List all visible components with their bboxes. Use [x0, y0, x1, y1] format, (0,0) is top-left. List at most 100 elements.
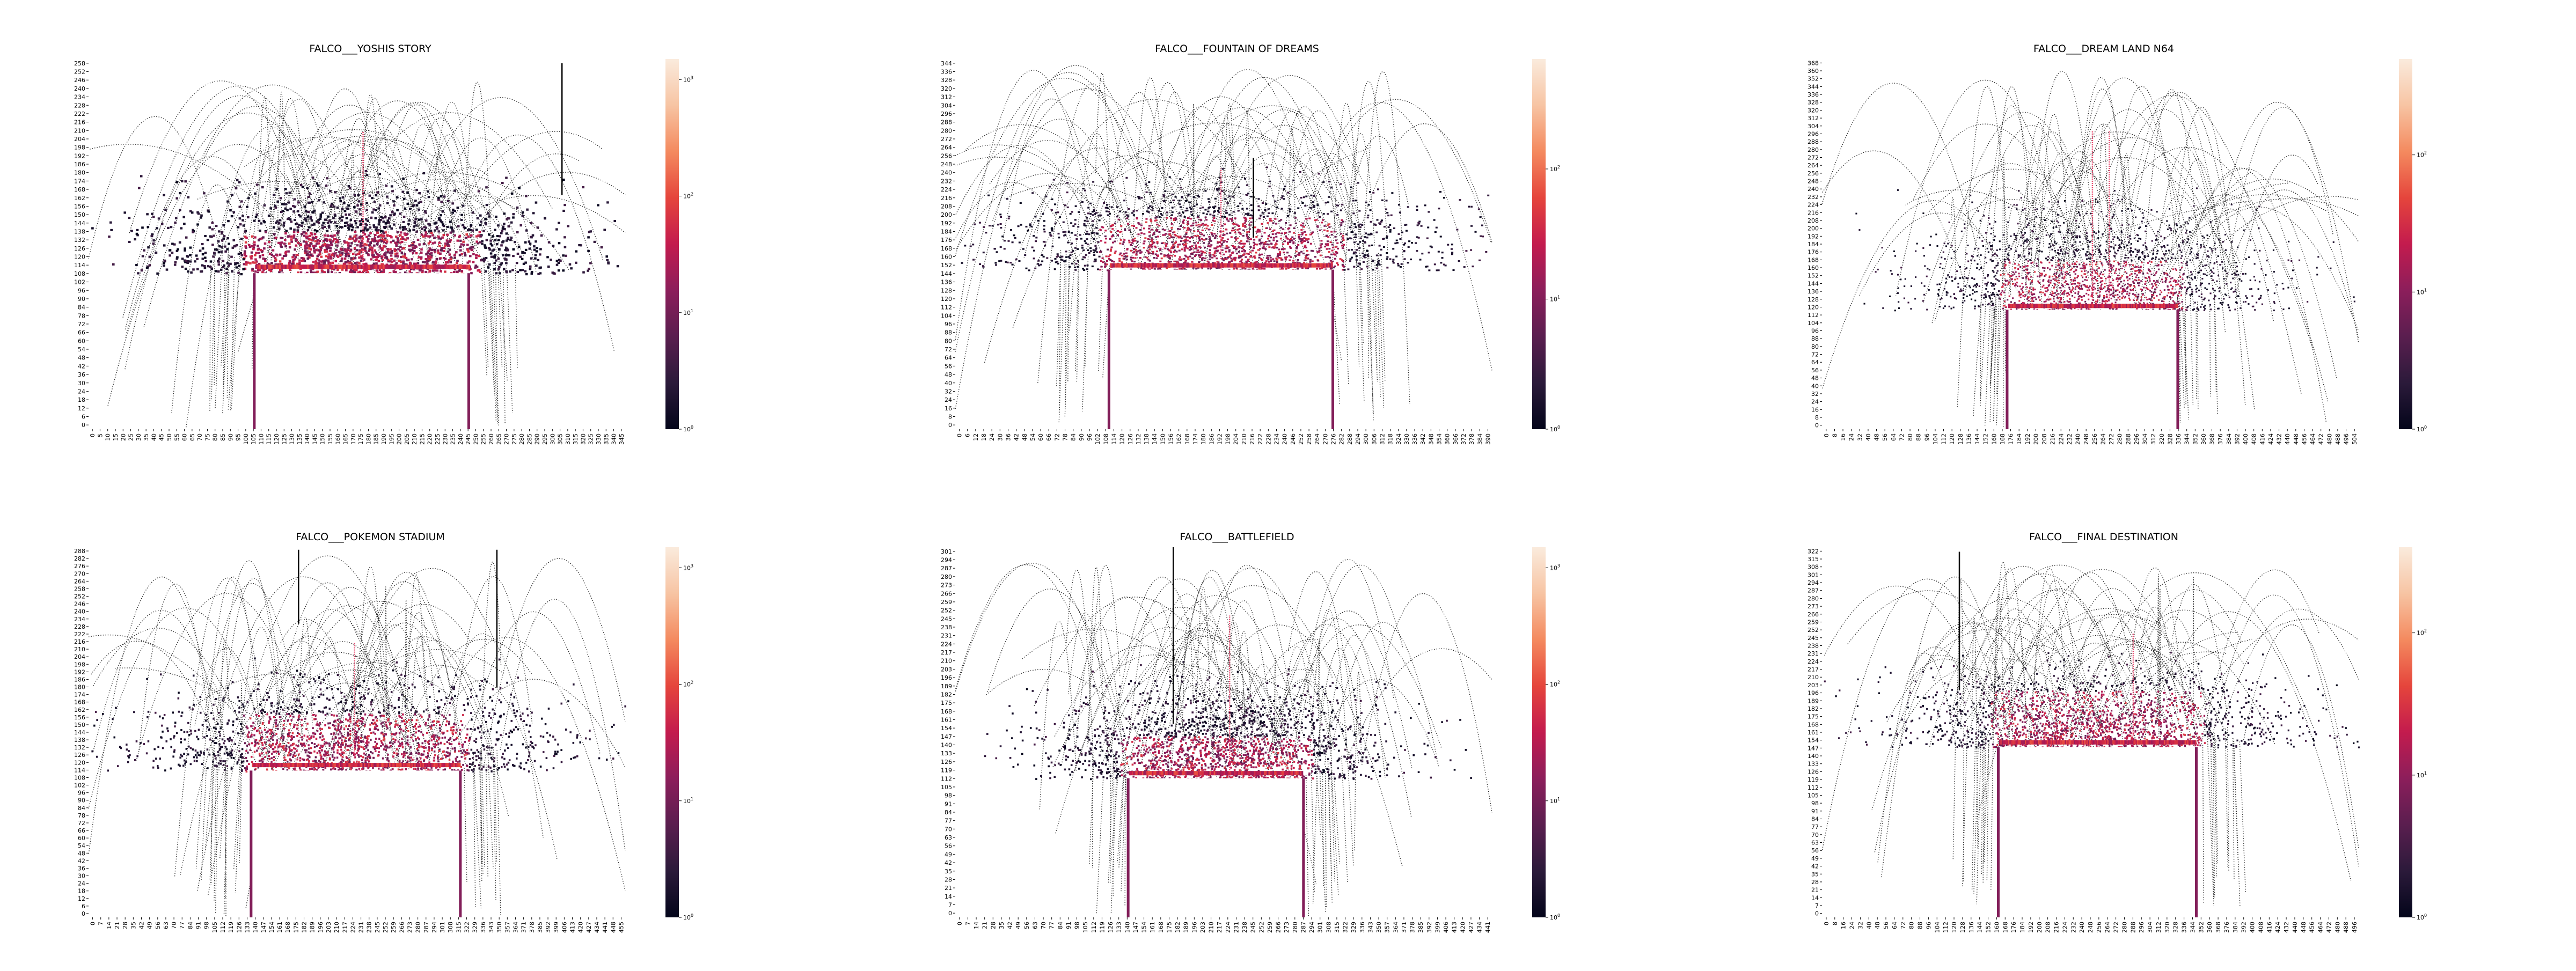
heat-cell	[1100, 251, 1102, 252]
heat-cell	[307, 216, 310, 218]
heat-cell	[323, 271, 326, 273]
heat-cell	[175, 217, 178, 219]
y-tick-label: 136	[941, 279, 952, 286]
heat-cell	[294, 256, 297, 258]
heat-cell	[1398, 204, 1400, 205]
colorbar-tick-label: 101	[683, 308, 693, 317]
heat-cell	[983, 252, 985, 253]
heat-cell	[578, 244, 581, 246]
heat-cell	[1224, 234, 1226, 236]
heat-cell	[2229, 310, 2231, 311]
heat-cell	[374, 234, 377, 236]
heat-cell	[552, 272, 555, 274]
heat-cell	[472, 211, 474, 214]
heat-cell	[1392, 248, 1394, 249]
y-tick-label: 208	[941, 203, 952, 210]
heat-cell	[1309, 234, 1312, 236]
heat-cell	[1246, 208, 1248, 209]
heat-cell	[1146, 263, 1148, 268]
heat-cell	[1995, 283, 1996, 285]
heat-cell	[1208, 261, 1210, 263]
heat-cell	[1316, 268, 1318, 270]
heat-cell	[1267, 216, 1269, 217]
heat-cell	[307, 229, 310, 231]
heat-cell	[1358, 225, 1360, 226]
heat-cell	[442, 210, 444, 212]
heat-cell	[243, 258, 245, 260]
heat-cell	[1004, 248, 1006, 249]
heat-cell	[1195, 222, 1197, 223]
heat-cell	[1318, 212, 1320, 214]
heat-cell	[439, 253, 442, 255]
heat-cell	[1018, 225, 1020, 227]
heat-cell	[192, 231, 194, 233]
heat-cell	[453, 254, 456, 256]
heat-cell	[1340, 233, 1342, 234]
heat-cell	[1245, 261, 1247, 262]
heat-cell	[177, 248, 179, 251]
y-tick-label: 192	[941, 220, 952, 227]
heat-cell	[1962, 302, 1964, 304]
heat-cell	[288, 217, 290, 219]
heat-cell	[171, 252, 174, 254]
heat-cell	[1208, 229, 1210, 230]
heat-cell	[1247, 259, 1249, 260]
heat-cell	[312, 176, 314, 179]
heat-cell	[2048, 262, 2050, 263]
heat-cell	[389, 260, 392, 262]
heat-cell	[2102, 280, 2103, 282]
heat-cell	[524, 241, 527, 244]
heat-cell	[316, 264, 318, 269]
heat-cell	[189, 254, 192, 256]
heat-cell	[1148, 235, 1151, 237]
heat-cell	[421, 269, 424, 271]
x-tick-label: 198	[1225, 433, 1232, 445]
heat-cell	[1185, 232, 1188, 233]
x-tick-label: 5	[97, 433, 104, 437]
heat-cell	[479, 224, 482, 226]
heat-cell	[401, 241, 404, 243]
heat-cell	[2117, 275, 2119, 276]
heat-cell	[2064, 200, 2066, 202]
y-tick-label: 102	[74, 279, 85, 286]
heat-cell	[1071, 252, 1073, 253]
heat-cell	[1479, 260, 1481, 261]
heat-cell	[1106, 204, 1108, 205]
heat-cell	[274, 205, 277, 207]
heat-cell	[511, 193, 514, 195]
heat-cell	[1236, 238, 1239, 239]
heat-cell	[1138, 250, 1140, 252]
heat-cell	[1234, 246, 1236, 248]
x-tick-label: 138	[1143, 433, 1150, 445]
heat-cell	[1099, 256, 1101, 258]
heat-cell	[326, 234, 329, 237]
heat-cell	[2074, 297, 2075, 298]
heat-cell	[243, 224, 245, 226]
heat-cell	[1386, 256, 1388, 258]
heat-cell	[1246, 185, 1248, 186]
heat-cell	[463, 244, 465, 246]
heat-cell	[1087, 264, 1089, 266]
heat-cell	[1357, 266, 1359, 267]
heat-cell	[396, 209, 399, 211]
heat-cell	[210, 236, 213, 238]
heat-cell	[1189, 256, 1191, 258]
heat-cell	[1131, 225, 1133, 226]
heat-cell	[1289, 260, 1291, 261]
heat-cell	[217, 240, 220, 242]
heat-cell	[381, 234, 384, 237]
x-tick-label: 335	[603, 433, 610, 445]
y-tick-label: 258	[74, 60, 85, 67]
heat-cell	[367, 240, 369, 242]
heat-cell	[2053, 300, 2055, 302]
heat-cell	[415, 263, 418, 265]
heat-cell	[196, 268, 199, 270]
heat-cell	[419, 192, 421, 194]
heat-cell	[311, 211, 314, 214]
heat-cell	[1190, 248, 1192, 250]
heat-cell	[408, 249, 411, 251]
heat-cell	[1148, 225, 1151, 226]
y-tick-label: 184	[941, 228, 952, 235]
heat-cell	[240, 238, 243, 240]
x-tick-label: 200	[396, 433, 403, 445]
